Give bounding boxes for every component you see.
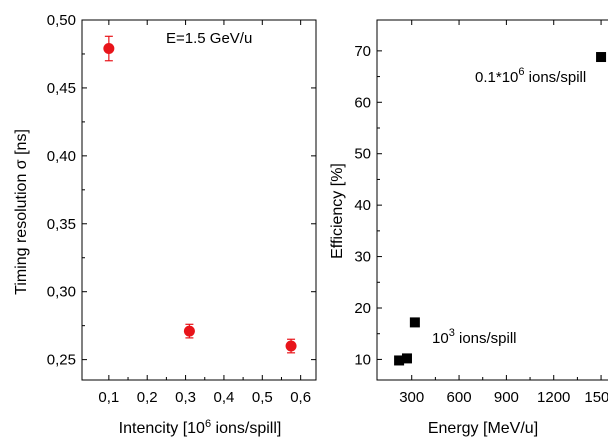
left-x-axis-label: Intencity [106 ions/spill] xyxy=(119,418,282,437)
left-y-tick-label: 0,45 xyxy=(47,80,76,97)
data-point xyxy=(596,52,607,63)
right-x-axis-label: Energy [MeV/u] xyxy=(428,420,538,437)
left-plot-frame xyxy=(81,19,317,381)
left-y-tick-label: 0,40 xyxy=(47,148,76,165)
right-y-tick-label: 50 xyxy=(354,146,371,163)
left-x-tick-label: 0,4 xyxy=(214,389,235,406)
data-point xyxy=(183,325,195,337)
right-x-tick-label: 300 xyxy=(399,389,424,406)
left-y-axis-label: Timing resolution σ [ns] xyxy=(13,129,30,295)
left-y-tick-label: 0,35 xyxy=(47,216,76,233)
data-point xyxy=(409,317,420,328)
right-x-tick-label: 900 xyxy=(494,389,519,406)
right-y-tick-label: 40 xyxy=(354,197,371,214)
left-data-points xyxy=(103,35,297,354)
left-x-tick-label: 0,5 xyxy=(252,389,273,406)
data-point xyxy=(103,43,115,55)
right-y-tick-label: 60 xyxy=(354,94,371,111)
data-point xyxy=(394,355,405,366)
right-y-tick-label: 30 xyxy=(354,249,371,266)
right-y-tick-label: 70 xyxy=(354,43,371,60)
right-y-tick-label: 10 xyxy=(354,351,371,368)
right-axis-ticks: 300 600 900 1200 1500 10 20 30 40 50 60 70 xyxy=(354,20,608,406)
right-data-points xyxy=(394,52,607,366)
left-x-tick-label: 0,2 xyxy=(137,389,158,406)
right-x-tick-label: 1200 xyxy=(537,389,570,406)
right-x-tick-label: 1500 xyxy=(584,389,608,406)
efficiency-chart: 300 600 900 1200 1500 10 20 30 40 50 60 70 0.1*106 … xyxy=(329,19,608,437)
high-intensity-annotation: 0.1*106 ions/spill xyxy=(475,66,586,86)
left-axis-ticks: 0,1 0,2 0,3 0,4 0,5 0,6 0,25 0,30 0,35 0,40 0,45 0,… xyxy=(47,12,316,406)
right-x-tick-label: 600 xyxy=(447,389,472,406)
left-x-tick-label: 0,6 xyxy=(290,389,311,406)
left-y-tick-label: 0,50 xyxy=(47,12,76,29)
left-x-tick-label: 0,1 xyxy=(98,389,119,406)
low-intensity-annotation: 103 ions/spill xyxy=(432,327,517,347)
data-point xyxy=(285,340,297,352)
right-plot-frame xyxy=(376,19,608,381)
left-y-tick-label: 0,30 xyxy=(47,284,76,301)
right-y-tick-label: 20 xyxy=(354,300,371,317)
left-y-tick-label: 0,25 xyxy=(47,352,76,369)
data-point xyxy=(401,353,412,364)
energy-annotation: E=1.5 GeV/u xyxy=(166,30,252,47)
timing-resolution-chart: 0,1 0,2 0,3 0,4 0,5 0,6 0,25 0,30 0,35 0,40 0,45 0,… xyxy=(13,12,317,437)
right-y-axis-label: Efficiency [%] xyxy=(329,163,346,259)
left-x-tick-label: 0,3 xyxy=(175,389,196,406)
